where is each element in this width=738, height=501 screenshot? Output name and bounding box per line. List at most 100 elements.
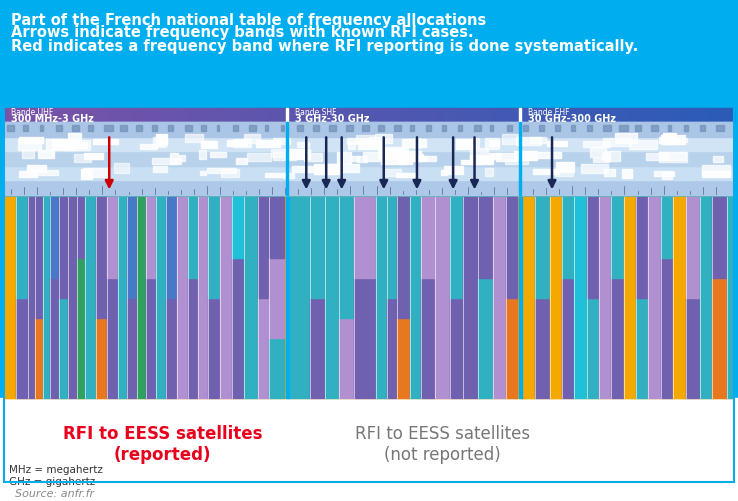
Bar — [35, 198, 43, 318]
Bar — [444, 167, 463, 175]
Bar — [523, 126, 528, 131]
Bar — [265, 174, 286, 178]
Bar — [41, 109, 46, 123]
Bar — [55, 126, 61, 131]
Bar — [152, 159, 182, 164]
Bar — [375, 135, 392, 143]
Bar — [114, 164, 129, 174]
Bar — [187, 109, 191, 123]
Bar — [482, 109, 486, 123]
Bar — [258, 198, 269, 298]
Text: 3 GHz-30 GHz: 3 GHz-30 GHz — [295, 114, 370, 124]
Bar — [475, 109, 479, 123]
Bar — [646, 109, 650, 123]
Bar — [303, 154, 322, 162]
Bar — [273, 152, 296, 161]
Bar — [256, 109, 261, 123]
Bar — [627, 109, 632, 123]
Bar — [601, 153, 610, 161]
Bar — [220, 109, 224, 123]
Bar — [573, 109, 577, 123]
Bar — [478, 109, 483, 123]
Bar — [347, 109, 351, 123]
Bar — [5, 152, 733, 166]
Bar — [533, 169, 559, 174]
Bar — [0, 0, 738, 398]
Bar — [452, 109, 457, 123]
Bar — [96, 318, 107, 398]
Bar — [5, 181, 733, 195]
Bar — [636, 298, 648, 398]
Bar — [507, 109, 511, 123]
Bar — [5, 123, 733, 137]
Bar — [260, 109, 264, 123]
Bar — [207, 169, 235, 174]
Bar — [258, 298, 269, 398]
Bar — [52, 140, 75, 151]
Bar — [245, 109, 249, 123]
Bar — [137, 198, 146, 398]
Bar — [421, 278, 435, 398]
Bar — [221, 169, 239, 177]
Bar — [472, 139, 479, 148]
Bar — [427, 109, 432, 123]
Bar — [16, 298, 28, 398]
Bar — [322, 109, 326, 123]
Bar — [314, 126, 319, 131]
Bar — [431, 109, 435, 123]
Bar — [420, 109, 424, 123]
Bar — [0, 398, 738, 501]
Bar — [337, 153, 351, 163]
Bar — [329, 164, 359, 173]
Bar — [63, 140, 91, 151]
Bar — [220, 198, 232, 398]
Bar — [273, 139, 291, 144]
Bar — [16, 109, 21, 123]
Bar — [659, 138, 670, 144]
Bar — [591, 109, 596, 123]
Bar — [562, 109, 566, 123]
Bar — [401, 109, 406, 123]
Bar — [89, 109, 93, 123]
Bar — [184, 135, 203, 143]
Bar — [9, 109, 13, 123]
Bar — [611, 198, 624, 278]
Bar — [461, 161, 483, 165]
Bar — [46, 139, 60, 150]
Bar — [88, 126, 93, 131]
Bar — [463, 198, 478, 398]
Bar — [118, 109, 123, 123]
Bar — [292, 166, 320, 173]
Bar — [348, 142, 355, 149]
Bar — [281, 126, 284, 131]
Bar — [49, 109, 53, 123]
Bar — [146, 278, 156, 398]
Bar — [27, 165, 46, 173]
Bar — [85, 109, 89, 123]
Bar — [127, 198, 137, 298]
Bar — [580, 109, 584, 123]
Bar — [376, 198, 387, 398]
Bar — [18, 138, 44, 144]
Bar — [529, 109, 534, 123]
Text: Red indicates a frequency band where RFI reporting is done systematically.: Red indicates a frequency band where RFI… — [11, 39, 638, 54]
Bar — [621, 170, 632, 178]
Bar — [555, 126, 560, 131]
Bar — [663, 109, 668, 123]
Bar — [7, 126, 14, 131]
Bar — [450, 298, 463, 398]
Bar — [179, 156, 185, 162]
Bar — [310, 198, 325, 298]
Bar — [107, 109, 111, 123]
Bar — [398, 109, 402, 123]
Bar — [455, 139, 476, 150]
Bar — [535, 198, 550, 298]
Bar — [463, 109, 468, 123]
Bar — [506, 126, 511, 131]
Bar — [686, 198, 700, 298]
Bar — [478, 278, 493, 398]
Bar — [678, 109, 683, 123]
Bar — [383, 170, 401, 176]
Bar — [232, 140, 252, 148]
Bar — [247, 153, 271, 162]
